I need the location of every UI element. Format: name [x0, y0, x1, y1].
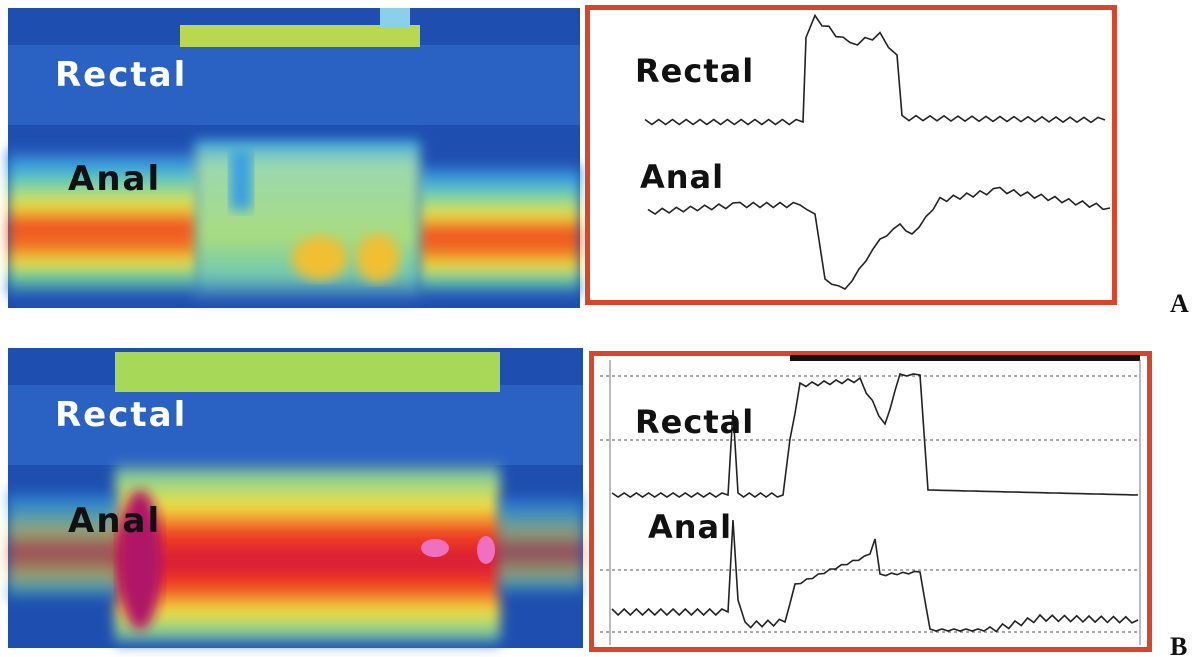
- panel-letter: A: [1170, 289, 1189, 318]
- heatmap-label: Rectal: [55, 55, 187, 95]
- panel-letter: B: [1170, 632, 1187, 657]
- traces-a: Rectal Anal A: [588, 8, 1190, 319]
- trace-label: Anal: [648, 508, 732, 546]
- heatmap-label: Rectal: [55, 395, 187, 435]
- trace-label: Anal: [640, 158, 724, 196]
- heatmap-a: Rectal Anal: [8, 8, 580, 308]
- trace-label: Rectal: [635, 403, 754, 441]
- heatmap-label: Anal: [68, 159, 161, 199]
- traces-b: Rectal Anal B: [592, 354, 1188, 657]
- heatmap-label: Anal: [68, 501, 161, 541]
- figure: Rectal Anal Rectal Anal A Rectal Anal Re…: [0, 0, 1201, 657]
- heatmap-b: Rectal Anal: [8, 348, 583, 648]
- trace-label: Rectal: [635, 52, 754, 90]
